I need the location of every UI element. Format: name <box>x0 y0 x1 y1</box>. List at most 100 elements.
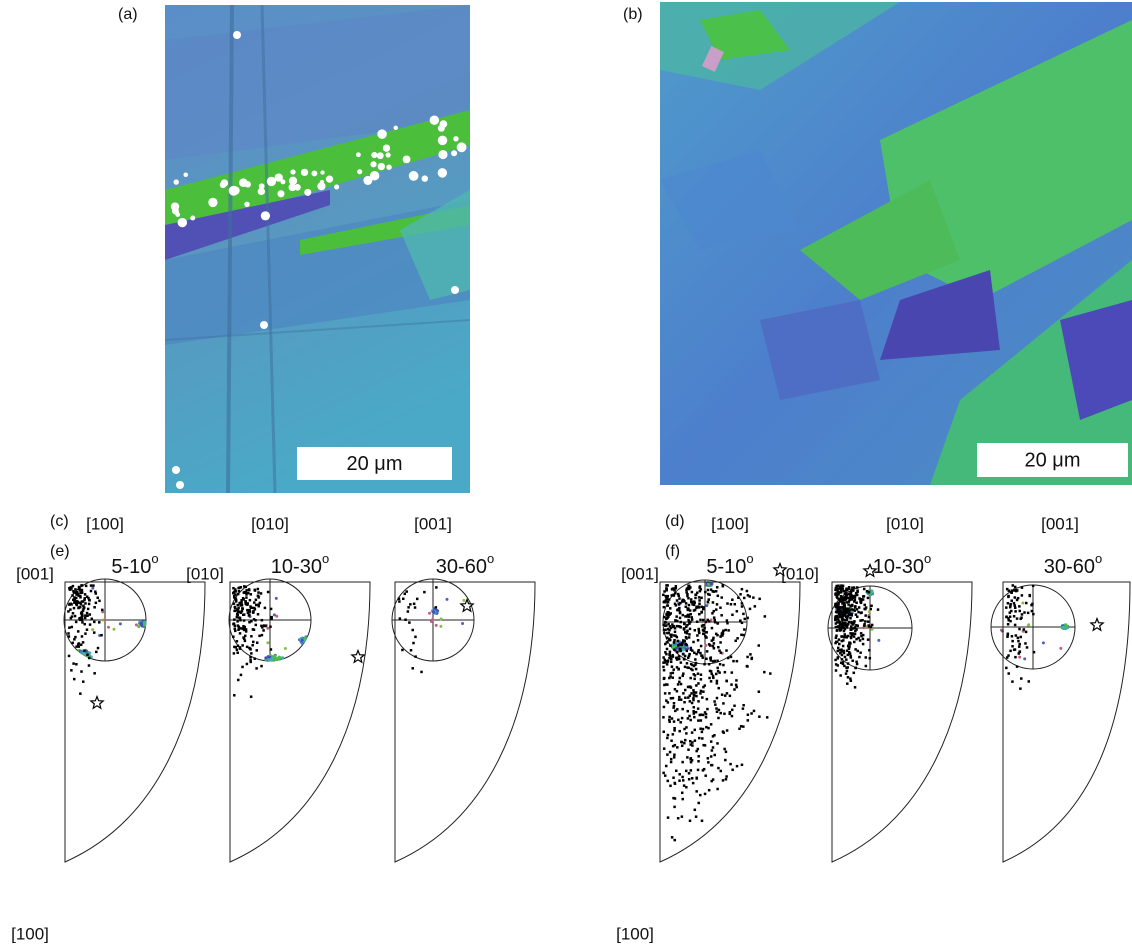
ipf-point <box>672 668 675 671</box>
ipf-point <box>239 647 242 650</box>
ipf-point <box>736 610 739 613</box>
ipf-point <box>413 603 416 606</box>
ipf-point <box>688 636 691 639</box>
ipf-point <box>1009 603 1012 606</box>
ipf-point <box>673 587 676 590</box>
ipf-point <box>84 617 87 620</box>
ipf-point <box>847 662 850 665</box>
ipf-point <box>743 634 746 637</box>
panel-label: (d) <box>665 513 685 530</box>
corner-label: [001] <box>621 564 659 583</box>
ipf-point <box>681 798 684 801</box>
ipf-point <box>712 746 715 749</box>
ipf-point <box>670 661 673 664</box>
pole-point <box>868 610 871 613</box>
ipf-point <box>716 667 719 670</box>
ipf-point <box>704 591 707 594</box>
ipf-point <box>705 658 708 661</box>
ipf-point <box>673 634 676 637</box>
ipf-point <box>685 636 688 639</box>
ipf-point <box>95 602 98 605</box>
ipf-point <box>693 694 696 697</box>
ipf-point <box>864 620 867 623</box>
ipf-point <box>1019 651 1022 654</box>
ipf-point <box>701 820 704 823</box>
ipf-point <box>689 719 692 722</box>
ipf-point <box>261 634 264 637</box>
ipf-point <box>240 627 243 630</box>
ipf-point <box>677 817 680 820</box>
ipf-point <box>687 619 690 622</box>
ipf-point <box>699 652 702 655</box>
ipf-point <box>668 677 671 680</box>
ipf-point <box>238 590 241 593</box>
ipf-point <box>846 636 849 639</box>
ipf-point <box>72 612 75 615</box>
ipf-point <box>845 616 848 619</box>
ipf-point <box>848 611 851 614</box>
ipf-point <box>668 720 671 723</box>
ipf-point <box>236 604 239 607</box>
ipf-point <box>689 628 692 631</box>
ipf-point <box>1010 591 1013 594</box>
ipf-point <box>666 660 669 663</box>
ipf-point <box>98 621 101 624</box>
ipf-point <box>1009 611 1012 614</box>
ipf-point <box>719 606 722 609</box>
ipf-point <box>234 630 237 633</box>
ipf-point <box>683 728 686 731</box>
ipf-point <box>713 700 716 703</box>
ipf-point <box>665 598 668 601</box>
ipf-point <box>270 648 273 651</box>
ipf-point <box>730 683 733 686</box>
ipf-point <box>257 588 260 591</box>
ipf-point <box>839 652 842 655</box>
ipf-point <box>710 673 713 676</box>
ipf-point <box>242 625 245 628</box>
ipf-point <box>746 590 749 593</box>
ipf-point <box>712 645 715 648</box>
ipf-point <box>269 625 272 628</box>
pole-figure-label: [010] <box>251 514 289 533</box>
ipf-point <box>864 656 867 659</box>
ipf-point <box>714 621 717 624</box>
ipf-point <box>706 708 709 711</box>
ipf-point <box>741 605 744 608</box>
ipf-point <box>724 629 727 632</box>
ipf-point <box>702 624 705 627</box>
ipf-point <box>1027 612 1030 615</box>
ipf-point <box>853 609 856 612</box>
ipf-point <box>763 671 766 674</box>
reference-star <box>1091 619 1103 631</box>
ipf-point <box>747 719 750 722</box>
ipf-point <box>74 588 77 591</box>
ipf-point <box>232 587 235 590</box>
range-unit: o <box>322 551 329 566</box>
ipf-point <box>839 674 842 677</box>
ipf-point <box>407 606 410 609</box>
ipf-point <box>700 719 703 722</box>
ipf-point <box>681 741 684 744</box>
ipf-point <box>678 730 681 733</box>
ipf-point <box>670 658 673 661</box>
range-text: 30-60 <box>1044 556 1095 578</box>
ipf-point <box>858 656 861 659</box>
ipf-point <box>695 684 698 687</box>
boundary-pixel <box>377 129 387 139</box>
ipf-point <box>868 591 871 594</box>
ipf-point <box>263 624 266 627</box>
ipf-point <box>244 635 247 638</box>
ipf-point <box>867 638 870 641</box>
ipf-point <box>72 585 75 588</box>
ipf-point <box>842 645 845 648</box>
ipf-point <box>679 721 682 724</box>
ipf-point <box>710 755 713 758</box>
ipf-point <box>1011 640 1014 643</box>
ipf-point <box>686 624 689 627</box>
ipf-point <box>668 654 671 657</box>
ipf-point <box>435 606 438 609</box>
ipf-point <box>716 586 719 589</box>
boundary-pixel <box>275 173 283 181</box>
pole-point <box>119 622 122 625</box>
ipf-point <box>859 598 862 601</box>
